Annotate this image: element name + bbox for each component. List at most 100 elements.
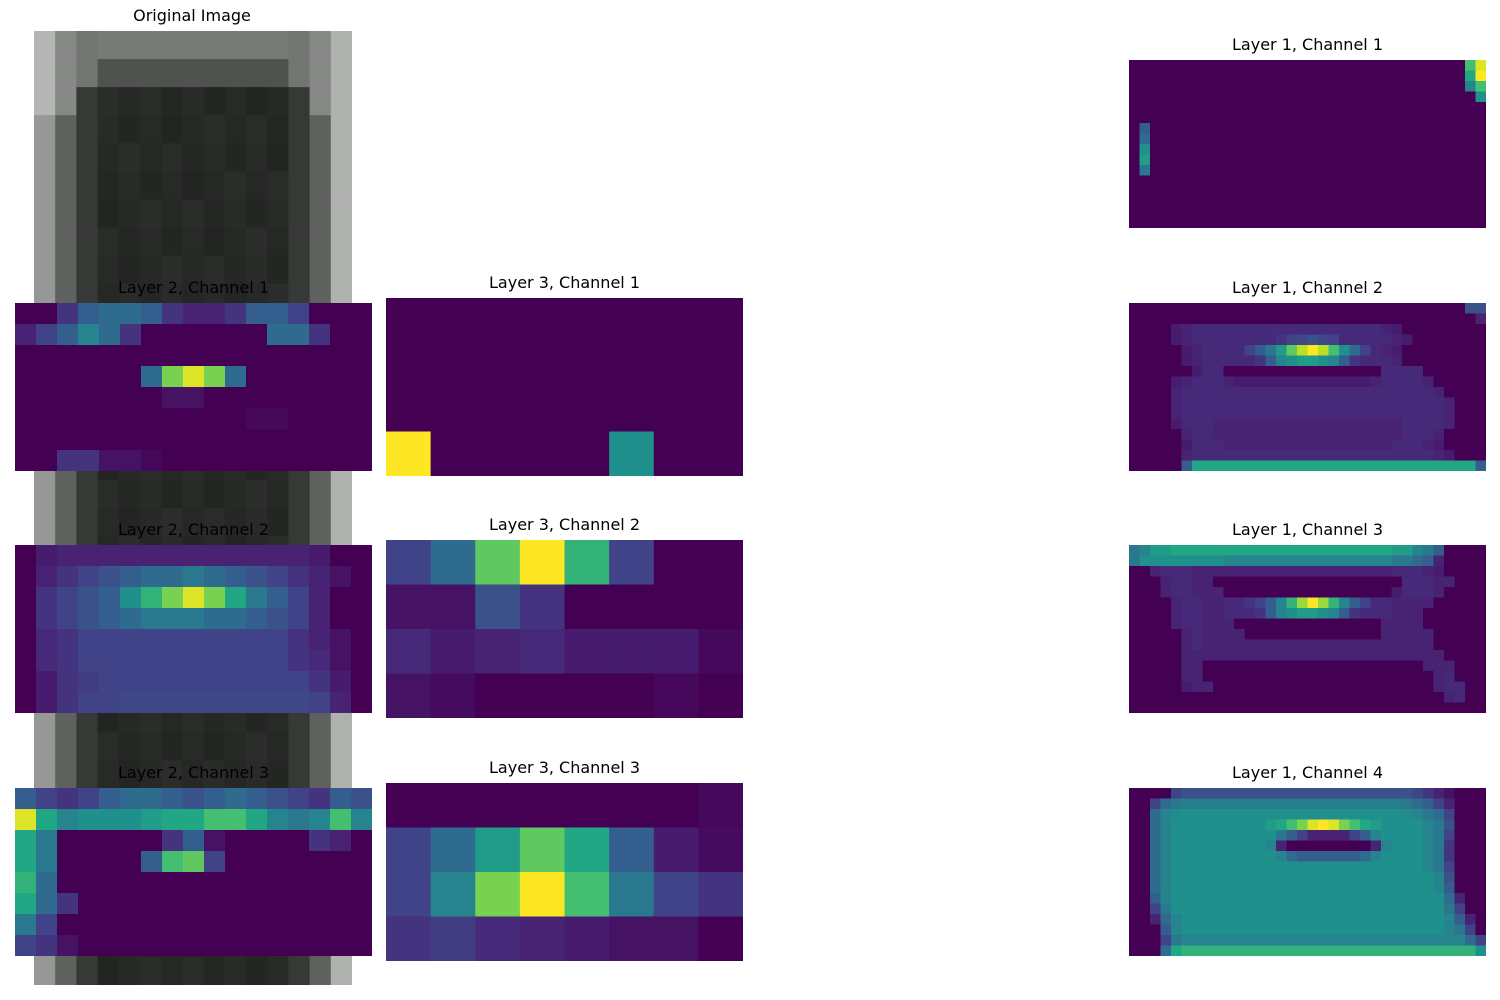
heatmap-cell [1475, 186, 1486, 198]
heatmap-cell [1328, 334, 1340, 346]
heatmap-cell [1381, 788, 1393, 800]
heatmap-cell [351, 650, 372, 672]
image-pixel [118, 59, 141, 88]
heatmap-cell [1381, 681, 1393, 693]
heatmap-cell [1423, 70, 1435, 82]
heatmap-cell [1402, 788, 1414, 800]
heatmap-cell [1360, 660, 1372, 672]
heatmap-cell [1171, 893, 1183, 905]
heatmap-cell [1244, 702, 1256, 713]
heatmap-cell [1444, 408, 1456, 420]
heatmap-cell [1192, 809, 1204, 821]
heatmap-cell [1286, 133, 1298, 145]
heatmap-cell [1402, 418, 1414, 430]
heatmap-cell [1139, 345, 1151, 357]
heatmap-cell [1444, 798, 1456, 810]
heatmap-cell [1150, 418, 1162, 430]
image-pixel [224, 199, 247, 229]
image-pixel [118, 255, 141, 285]
heatmap-cell [36, 408, 58, 430]
heatmap-cell [1370, 608, 1382, 620]
image-pixel [246, 171, 268, 200]
heatmap-cell [330, 450, 352, 471]
heatmap-cell [1181, 914, 1193, 926]
heatmap-cell [1339, 450, 1351, 462]
heatmap-cell [1402, 154, 1414, 166]
heatmap-cell [1391, 429, 1403, 441]
heatmap-cell [1370, 460, 1382, 471]
image-pixel [55, 171, 77, 200]
heatmap-cell [1423, 660, 1435, 672]
heatmap-cell [36, 935, 58, 956]
heatmap-cell [1192, 702, 1204, 713]
heatmap-cell [1328, 144, 1340, 156]
image-pixel [182, 760, 205, 790]
image-pixel [34, 479, 56, 509]
heatmap-cell [1286, 429, 1298, 441]
heatmap-cell [1139, 91, 1151, 103]
heatmap-cell [1297, 345, 1309, 357]
heatmap-cell [1381, 587, 1393, 599]
heatmap-cell [1150, 81, 1162, 93]
heatmap-cell [1244, 924, 1256, 936]
heatmap-cell [1213, 587, 1225, 599]
heatmap-cell [1454, 576, 1466, 588]
heatmap-cell [246, 545, 268, 567]
heatmap-cell [1213, 196, 1225, 208]
heatmap-cell [1391, 587, 1403, 599]
heatmap-cell [225, 830, 247, 852]
heatmap-cell [1391, 945, 1403, 956]
heatmap-cell [351, 830, 372, 852]
heatmap-cell [1244, 91, 1256, 103]
heatmap-cell [1412, 397, 1424, 409]
heatmap-cell [1328, 681, 1340, 693]
heatmap-cell [1139, 207, 1151, 219]
heatmap-cell [1381, 566, 1393, 578]
image-pixel [161, 479, 183, 509]
heatmap-cell [1160, 112, 1172, 124]
heatmap-cell [1276, 376, 1288, 388]
heatmap-cell [1307, 545, 1319, 557]
heatmap-cell [1202, 387, 1214, 399]
heatmap-cell [1423, 418, 1435, 430]
heatmap-cell [1244, 175, 1256, 187]
heatmap-cell [1465, 545, 1477, 557]
heatmap-cell [1402, 861, 1414, 873]
heatmap-cell [1307, 429, 1319, 441]
heatmap-cell [1276, 355, 1288, 367]
heatmap-cell [1339, 555, 1351, 567]
image-pixel [330, 732, 352, 762]
heatmap-cell [1181, 788, 1193, 800]
heatmap-cell [1412, 566, 1424, 578]
heatmap-cell [1433, 660, 1445, 672]
heatmap-cell [1286, 303, 1298, 315]
heatmap-cell [15, 629, 37, 651]
heatmap-cell [288, 830, 310, 852]
heatmap-cell [1286, 587, 1298, 599]
image-pixel [182, 31, 205, 60]
heatmap-cell [1276, 660, 1288, 672]
heatmap-cell [1139, 639, 1151, 651]
heatmap-cell [1444, 681, 1456, 693]
heatmap-cell [1255, 355, 1267, 367]
image-pixel [76, 115, 99, 144]
heatmap-cell [1181, 671, 1193, 683]
heatmap-cell [1192, 618, 1204, 630]
heatmap-cell [1465, 945, 1477, 956]
heatmap-cell [36, 345, 58, 367]
heatmap-cell [1171, 70, 1183, 82]
heatmap-cell [1171, 60, 1183, 72]
heatmap-cell [1202, 893, 1214, 905]
heatmap-cell [1433, 207, 1445, 219]
heatmap-cell [1129, 450, 1141, 462]
heatmap-cell [1213, 334, 1225, 346]
heatmap-cell [1297, 387, 1309, 399]
heatmap-cell [1192, 893, 1204, 905]
heatmap-cell [1244, 366, 1256, 378]
heatmap-cell [246, 893, 268, 915]
heatmap-cell [1412, 819, 1424, 831]
image-pixel [267, 115, 289, 144]
heatmap-cell [653, 540, 699, 586]
image-pixel [267, 59, 289, 88]
heatmap-cell [15, 914, 37, 936]
